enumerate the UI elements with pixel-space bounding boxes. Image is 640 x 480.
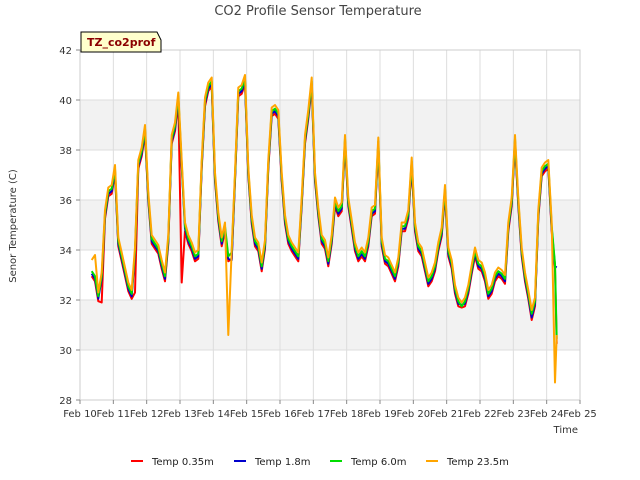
y-tick-label: 28 [59,396,72,407]
legend-label: Temp 1.8m [254,457,310,468]
x-axis-label: Time [553,425,578,436]
x-tick-label: Feb 23 [497,409,531,420]
y-axis-ticks: 28 30 32 34 36 38 40 42 [59,46,80,407]
x-tick-label: Feb 17 [297,409,331,420]
x-tick-label: Feb 16 [263,409,297,420]
x-tick-label: Feb 19 [363,409,397,420]
x-tick-label: Feb 24 [530,409,564,420]
x-tick-label: Feb 12 [130,409,164,420]
x-tick-label: Feb 10 [63,409,97,420]
x-tick-label: Feb 25 [563,409,597,420]
legend-label: Temp 23.5m [446,457,509,468]
x-axis-ticks: Feb 10 Feb 11 Feb 12 Feb 13 Feb 14 Feb 15 Feb … [63,400,597,420]
y-tick-label: 34 [59,246,72,257]
y-axis-label: Senor Temperature (C) [8,169,19,283]
plot-area-frame [79,49,581,401]
y-tick-label: 32 [59,296,72,307]
x-tick-label: Feb 15 [230,409,264,420]
x-tick-label: Feb 21 [430,409,464,420]
x-tick-label: Feb 13 [163,409,197,420]
station-tag-text: TZ_co2prof [87,36,156,49]
grid-band [80,300,580,350]
y-tick-label: 40 [59,96,72,107]
station-tag: TZ_co2prof [80,31,162,53]
grid-bands [80,100,580,350]
station-tag-box [80,31,162,53]
x-tick-label: Feb 22 [463,409,497,420]
legend-label: Temp 6.0m [350,457,406,468]
x-tick-label: Feb 20 [397,409,431,420]
legend: Temp 0.35m Temp 1.8m Temp 6.0m Temp 23.5m [131,457,509,468]
y-tick-label: 42 [59,46,72,57]
legend-label: Temp 0.35m [151,457,214,468]
x-tick-label: Feb 14 [197,409,231,420]
chart-title: CO2 Profile Sensor Temperature [214,4,421,19]
y-tick-label: 38 [59,146,72,157]
x-tick-label: Feb 11 [97,409,131,420]
y-tick-label: 36 [59,196,72,207]
y-tick-label: 30 [59,346,72,357]
grid-band [80,100,580,150]
series-line-temp-23-5m [90,74,558,384]
x-tick-label: Feb 18 [330,409,364,420]
series-lines [90,74,558,384]
